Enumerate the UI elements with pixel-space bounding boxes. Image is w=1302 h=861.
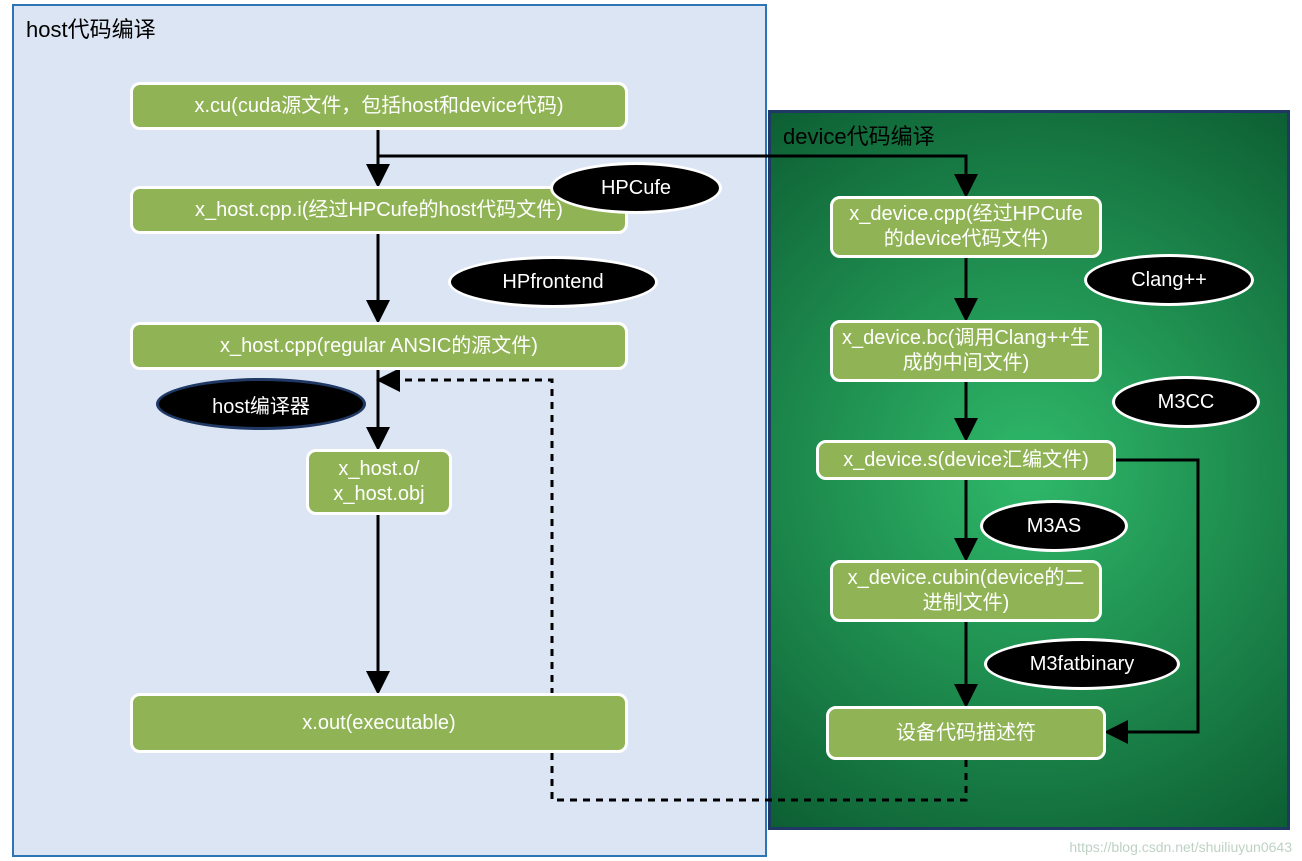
node-x-device-s: x_device.s(device汇编文件) <box>816 440 1116 480</box>
node-x-device-cpp: x_device.cpp(经过HPCufe的device代码文件) <box>830 196 1102 258</box>
node-x-cu: x.cu(cuda源文件，包括host和device代码) <box>130 82 628 130</box>
node-x-device-bc: x_device.bc(调用Clang++生成的中间文件) <box>830 320 1102 382</box>
op-m3cc: M3CC <box>1112 376 1260 428</box>
node-x-host-cpp: x_host.cpp(regular ANSIC的源文件) <box>130 322 628 370</box>
op-m3fatbinary: M3fatbinary <box>984 638 1180 690</box>
diagram-canvas: host代码编译 device代码编译 x.cu(cuda源文件，包括host和… <box>0 0 1302 861</box>
watermark: https://blog.csdn.net/shuiliuyun0643 <box>1069 839 1292 855</box>
node-device-descriptor: 设备代码描述符 <box>826 706 1106 760</box>
op-hpfrontend: HPfrontend <box>448 256 658 308</box>
op-hpcufe: HPCufe <box>550 162 722 214</box>
node-x-out: x.out(executable) <box>130 693 628 753</box>
op-clangpp: Clang++ <box>1084 254 1254 306</box>
op-m3as: M3AS <box>980 500 1128 552</box>
node-x-host-o: x_host.o/x_host.obj <box>306 449 452 515</box>
op-host-compiler: host编译器 <box>156 378 366 430</box>
panel-device-title: device代码编译 <box>783 119 935 151</box>
node-x-device-cubin: x_device.cubin(device的二进制文件) <box>830 560 1102 622</box>
panel-host-title: host代码编译 <box>26 12 156 44</box>
